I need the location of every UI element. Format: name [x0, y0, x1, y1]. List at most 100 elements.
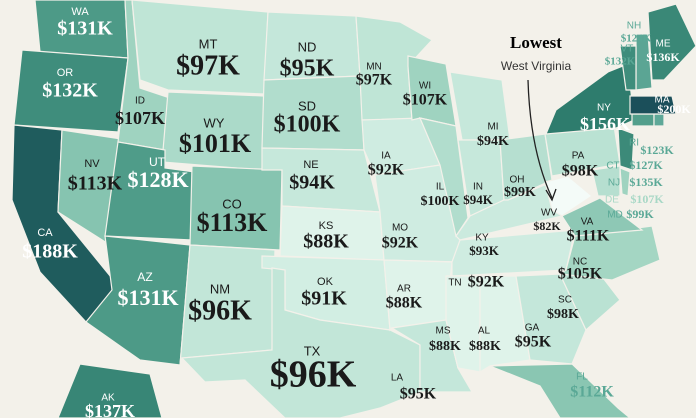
state-value: $98K: [562, 163, 599, 180]
state-shape: [647, 3, 696, 81]
state-value: $113K: [197, 208, 269, 237]
state-shape: [653, 113, 665, 127]
state-value: $88K: [469, 339, 501, 354]
state-abbr: MT: [199, 36, 218, 51]
state-value: $97K: [356, 72, 393, 89]
state-value: $94K: [289, 172, 335, 194]
state-abbr: PA: [572, 151, 585, 162]
state-labels: WA$131KOR$132KCA$188KNV$113KID$107KMT$97…: [22, 6, 691, 418]
state-abbr: VA: [581, 217, 594, 228]
state-value: $132K: [605, 56, 636, 68]
annotation-title: Lowest: [510, 33, 562, 52]
state-abbr: UT: [149, 155, 166, 169]
state-shape: [57, 363, 163, 418]
state-shape: [591, 165, 621, 197]
annotation-subtitle: West Virginia: [501, 59, 572, 73]
state-abbr: FL: [576, 372, 588, 383]
state-abbr: SD: [298, 98, 316, 113]
state-abbr: AR: [397, 284, 411, 295]
state-abbr: MD: [607, 210, 623, 221]
state-shape: [489, 363, 631, 418]
state-value: $111K: [567, 228, 610, 245]
state-value: $99K: [626, 207, 654, 221]
state-value: $105K: [558, 266, 603, 283]
state-abbr: ND: [298, 39, 317, 54]
state-value: $100K: [274, 112, 341, 138]
state-abbr: WY: [204, 115, 225, 130]
annotation-arrowhead: [545, 188, 557, 202]
state-value: $92K: [368, 162, 405, 179]
state-value: $96K: [188, 295, 252, 326]
state-abbr: KY: [475, 233, 489, 244]
state-abbr: RI: [629, 138, 639, 149]
state-value: $188K: [22, 241, 78, 263]
state-value: $88K: [303, 231, 349, 253]
state-value: $93K: [469, 243, 500, 258]
state-shape: [619, 167, 631, 197]
state-abbr: AK: [101, 393, 115, 404]
state-abbr: OK: [317, 276, 334, 288]
state-shape: [544, 175, 594, 217]
state-abbr: OR: [57, 67, 74, 79]
state-value: $96K: [270, 354, 357, 396]
state-value: $99K: [504, 185, 536, 200]
state-value: $127K: [629, 158, 663, 172]
state-abbr: TN: [448, 278, 461, 289]
state-shape: [631, 113, 655, 127]
state-abbr: VT: [621, 44, 634, 55]
state-abbr: NE: [303, 159, 318, 171]
state-value: $156K: [580, 114, 630, 134]
state-shape: [499, 133, 553, 201]
state-abbr: ME: [656, 39, 671, 50]
state-abbr: LA: [391, 373, 404, 384]
state-abbr: CA: [37, 227, 53, 239]
state-value: $135K: [629, 175, 663, 189]
state-abbr: MI: [487, 122, 498, 133]
state-value: $132K: [42, 80, 98, 102]
state-abbr: IA: [381, 151, 391, 162]
state-value: $98K: [547, 307, 579, 322]
state-value: $123K: [640, 143, 674, 157]
state-shape: [479, 275, 531, 374]
state-value: $95K: [280, 56, 335, 82]
state-abbr: AZ: [137, 270, 153, 284]
state-abbr: GA: [525, 323, 540, 334]
annotation-arrow: [527, 79, 553, 199]
state-shape: [131, 0, 269, 95]
state-abbr: NY: [597, 103, 611, 114]
state-abbr: MO: [392, 223, 408, 234]
state-value: $136K: [646, 50, 680, 64]
state-shape: [619, 45, 637, 91]
state-shape: [13, 49, 129, 133]
state-value: $107K: [115, 108, 165, 128]
state-value: $137K: [85, 401, 135, 418]
state-value: $131K: [57, 18, 113, 40]
state-abbr: AL: [478, 326, 491, 337]
state-value: $94K: [477, 134, 509, 149]
state-value: $97K: [176, 50, 240, 81]
state-value: $91K: [301, 288, 347, 310]
state-value: $95K: [400, 386, 437, 403]
state-value: $100K: [421, 194, 460, 209]
state-value: $94K: [463, 192, 494, 207]
state-value: $92K: [382, 235, 419, 252]
state-abbr: WA: [71, 6, 89, 18]
state-abbr: NJ: [608, 178, 620, 189]
states: [11, 0, 696, 418]
state-shape: [617, 127, 635, 171]
state-value: $200K: [657, 102, 691, 116]
state-abbr: CT: [606, 161, 619, 172]
state-value: $107K: [403, 92, 448, 109]
state-value: $95K: [515, 334, 552, 351]
state-shape: [445, 275, 481, 373]
state-abbr: NC: [573, 257, 587, 268]
state-abbr: MA: [655, 95, 670, 106]
state-abbr: CO: [222, 196, 242, 211]
state-value: $88K: [386, 295, 423, 312]
state-value: $124K: [621, 33, 652, 45]
state-value: $128K: [127, 167, 188, 192]
state-value: $113K: [68, 173, 123, 195]
state-abbr: TX: [304, 343, 321, 358]
state-abbr: NV: [84, 158, 100, 170]
